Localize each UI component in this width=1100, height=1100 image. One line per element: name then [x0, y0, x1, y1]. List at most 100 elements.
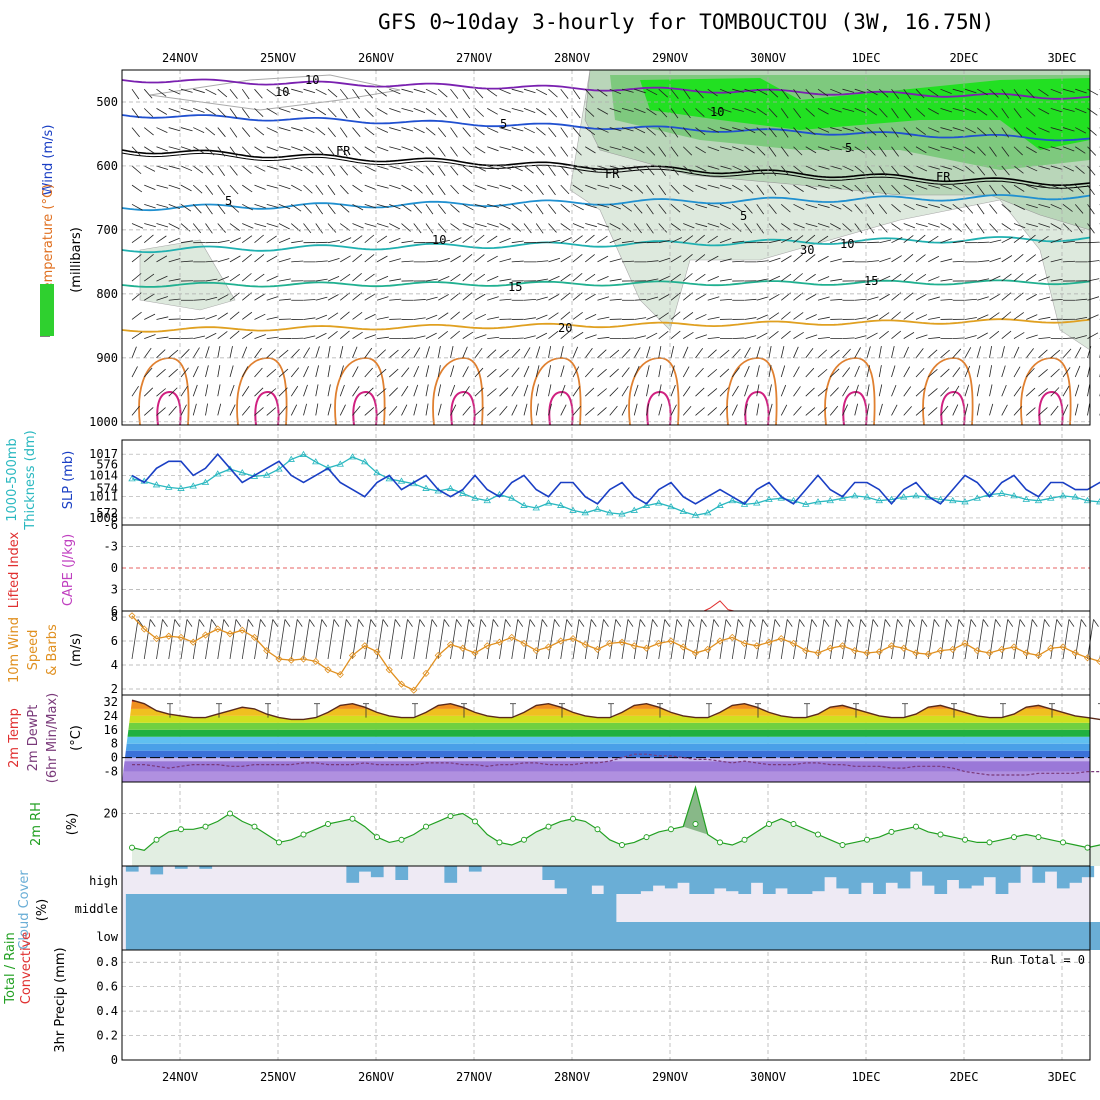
wind-barb: [572, 165, 583, 174]
wind-barb: [487, 275, 499, 282]
cloud-bar: [150, 894, 164, 922]
wind-barb: [683, 184, 694, 193]
rh-point: [937, 831, 944, 838]
wind10-barb: [450, 619, 457, 660]
cloud-bar: [860, 866, 874, 883]
wind-barb: [425, 278, 438, 282]
wind-barb: [278, 88, 291, 95]
wind-barb: [1038, 388, 1048, 397]
wind-barb: [168, 258, 181, 263]
wind-barb: [217, 345, 221, 358]
wind-barb: [830, 203, 842, 210]
wind-barb: [891, 236, 903, 244]
wind-barb: [989, 184, 997, 196]
thickness-point: [348, 453, 357, 460]
wind-barb: [793, 253, 804, 263]
wind10-barb: [707, 619, 715, 660]
wind-barb: [339, 404, 346, 416]
date-label-bottom: 3DEC: [1048, 1070, 1077, 1084]
wind-barb: [891, 346, 895, 358]
wind-barb: [487, 88, 498, 97]
wind-barb: [597, 349, 607, 359]
wind-barb: [670, 223, 682, 231]
wind-barb: [854, 335, 867, 340]
thickness-point: [581, 509, 589, 516]
wind-barb: [303, 403, 307, 416]
wind-barb: [658, 312, 669, 320]
thickness-tick: 574: [96, 482, 118, 496]
wind-barb: [707, 203, 720, 208]
wind-barb: [634, 127, 646, 134]
wind-barb: [536, 278, 549, 282]
wind-barb: [964, 204, 974, 214]
wind-barb: [927, 407, 938, 416]
isotherm-25: [432, 357, 484, 426]
wind-barb: [805, 314, 817, 320]
wind-barb: [1013, 366, 1021, 378]
wind-barb: [1062, 204, 1073, 212]
wind-barb: [131, 311, 142, 320]
wind-barb: [291, 107, 303, 112]
wind-barb: [143, 88, 153, 99]
wind10-barb-flag: [529, 619, 536, 627]
wind-barb: [597, 255, 609, 263]
wind-barb: [499, 258, 512, 263]
cloud-bar: [407, 894, 421, 922]
wind10-point: [875, 648, 883, 656]
wind-barb: [866, 314, 879, 320]
wind10-barb-flag: [578, 619, 585, 627]
wind-barb: [425, 260, 438, 263]
wind-barb: [707, 255, 719, 263]
wind-barb: [707, 276, 719, 282]
wind-barb: [842, 348, 851, 359]
wind-barb: [781, 273, 792, 282]
temp-band: [122, 722, 1090, 730]
wind-barb: [156, 388, 166, 397]
wind-barb: [780, 184, 790, 195]
wind-barb: [1038, 255, 1050, 263]
cloud-bar: [566, 922, 580, 950]
cloud-bar: [615, 922, 629, 950]
wind10-barb: [254, 619, 261, 660]
wind-barb: [144, 184, 156, 190]
temp-band: [122, 736, 1090, 744]
wind-barb: [891, 88, 900, 99]
cloud-bar: [738, 922, 752, 950]
wind-barb: [388, 368, 399, 378]
thickness-point: [875, 496, 883, 504]
wind-barb: [695, 367, 704, 378]
wind-barb: [756, 332, 768, 340]
wind-barb: [499, 165, 512, 170]
wind-barb: [168, 298, 181, 301]
wind-barb: [585, 293, 596, 301]
cloud-bar: [713, 922, 727, 950]
wind-barb: [339, 165, 349, 176]
wind-barb: [450, 404, 457, 416]
wind-barb: [940, 107, 953, 113]
wind-barb: [144, 313, 156, 320]
cloud-bar: [444, 894, 458, 922]
wind-barb: [989, 312, 1000, 320]
wind-barb: [817, 165, 830, 170]
cloud-bar: [713, 866, 727, 889]
wind-barb: [915, 223, 928, 228]
wind-barb: [560, 404, 567, 416]
rh-point: [986, 839, 993, 846]
wind-barb: [462, 108, 471, 119]
date-label-top: 25NOV: [260, 51, 296, 65]
wind10-point: [900, 644, 908, 652]
wind-barb: [376, 368, 387, 378]
wind-barb: [511, 184, 523, 192]
wind-barb: [1050, 88, 1063, 94]
wind-barb: [474, 387, 484, 397]
wind-barb: [364, 293, 376, 301]
wind-barb: [768, 239, 781, 244]
wind-barb: [168, 88, 180, 95]
wind-barb: [156, 127, 168, 134]
wind10-point: [434, 651, 442, 659]
wind-barb: [217, 223, 226, 233]
wind-barb: [389, 223, 401, 230]
contour-label: 20: [558, 321, 572, 335]
wind10-barb: [437, 619, 445, 660]
wind-barb: [241, 346, 248, 358]
